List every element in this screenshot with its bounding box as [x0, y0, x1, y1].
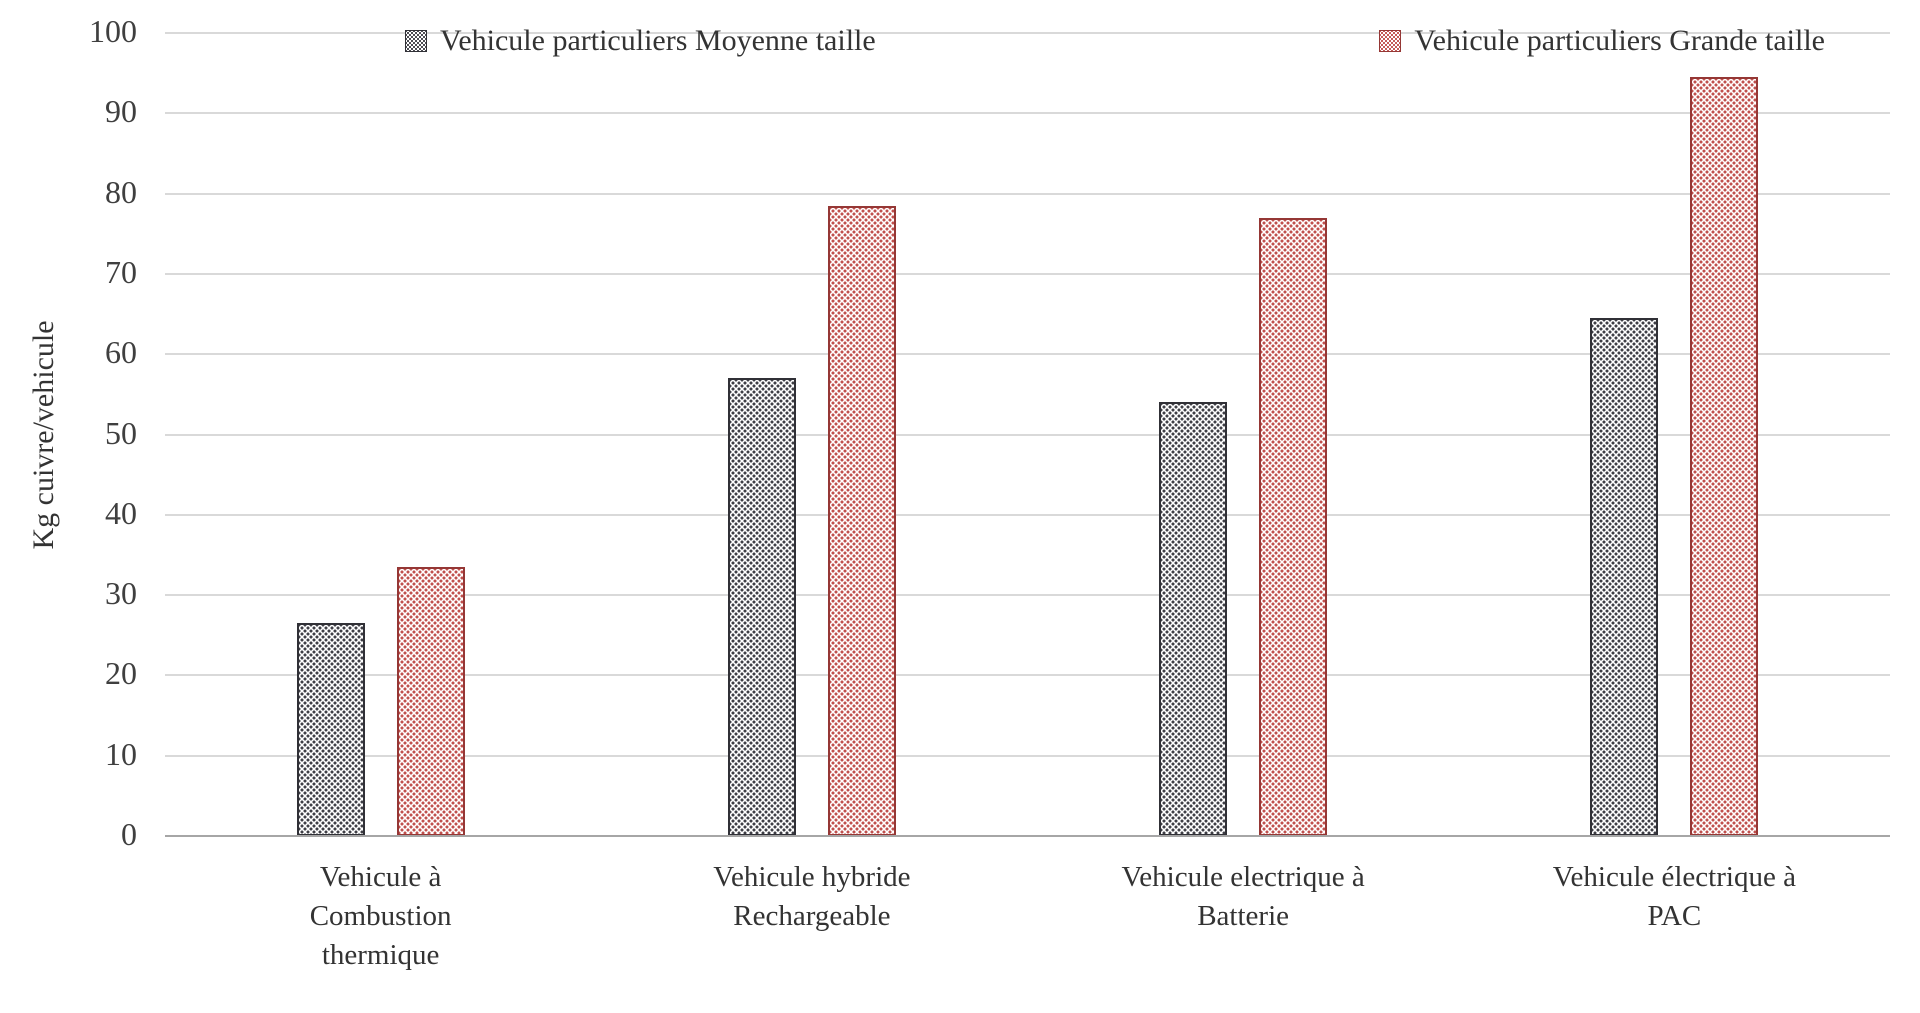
category-label: Vehicule électrique à PAC — [1552, 861, 1796, 933]
gridline — [165, 594, 1890, 597]
y-tick-label: 0 — [121, 816, 137, 852]
bar-group — [596, 33, 1027, 836]
bar-series-1 — [396, 567, 465, 836]
bar-group — [1028, 33, 1459, 836]
gridline — [165, 112, 1890, 115]
bar-series-0 — [296, 623, 365, 836]
y-tick-label: 100 — [89, 13, 137, 49]
bar-series-0 — [1159, 402, 1228, 836]
gridline — [165, 754, 1890, 757]
plot-area — [165, 32, 1890, 837]
category-label: Vehicule electrique à Batterie — [1121, 861, 1365, 933]
gridline — [165, 513, 1890, 516]
x-axis-line — [165, 835, 1890, 837]
y-tick-label: 10 — [105, 735, 137, 772]
y-axis-tick-labels: 0 10 20 30 40 50 60 70 80 90 100 — [0, 15, 137, 850]
y-tick-label: 90 — [105, 93, 137, 130]
legend-label: Vehicule particuliers Grande taille — [1414, 24, 1825, 57]
bar-groups — [165, 33, 1890, 836]
legend-swatch — [405, 30, 427, 52]
y-tick-label: 60 — [105, 334, 137, 371]
category-label: Vehicule hybride Rechargeable — [713, 861, 911, 933]
y-tick-label: 40 — [105, 494, 137, 531]
y-tick-label: 30 — [105, 575, 137, 612]
gridline — [165, 674, 1890, 677]
legend: Vehicule particuliers Moyenne taille Vehi… — [405, 24, 1825, 58]
legend-item: Vehicule particuliers Moyenne taille — [405, 24, 876, 58]
y-tick-label: 20 — [105, 655, 137, 692]
y-tick-label: 80 — [105, 173, 137, 210]
x-axis-category-labels: Vehicule à Combustion thermique Vehicule … — [165, 858, 1890, 975]
y-tick-label: 50 — [105, 414, 137, 451]
legend-label: Vehicule particuliers Moyenne taille — [440, 24, 876, 57]
category-label: Vehicule à Combustion thermique — [309, 861, 452, 972]
bar-series-1 — [1259, 217, 1328, 836]
y-tick-label: 70 — [105, 253, 137, 290]
gridline — [165, 353, 1890, 356]
gridline — [165, 192, 1890, 195]
bar-group — [165, 33, 596, 836]
legend-swatch — [1379, 30, 1402, 52]
bar-series-0 — [727, 378, 796, 836]
legend-item: Vehicule particuliers Grande taille — [1379, 24, 1825, 58]
bar-series-1 — [827, 205, 896, 836]
bar-series-1 — [1690, 77, 1759, 836]
gridline — [165, 272, 1890, 275]
gridline — [165, 433, 1890, 436]
bar-group — [1459, 33, 1890, 836]
gridline — [165, 32, 1890, 34]
bar-series-0 — [1590, 318, 1659, 836]
